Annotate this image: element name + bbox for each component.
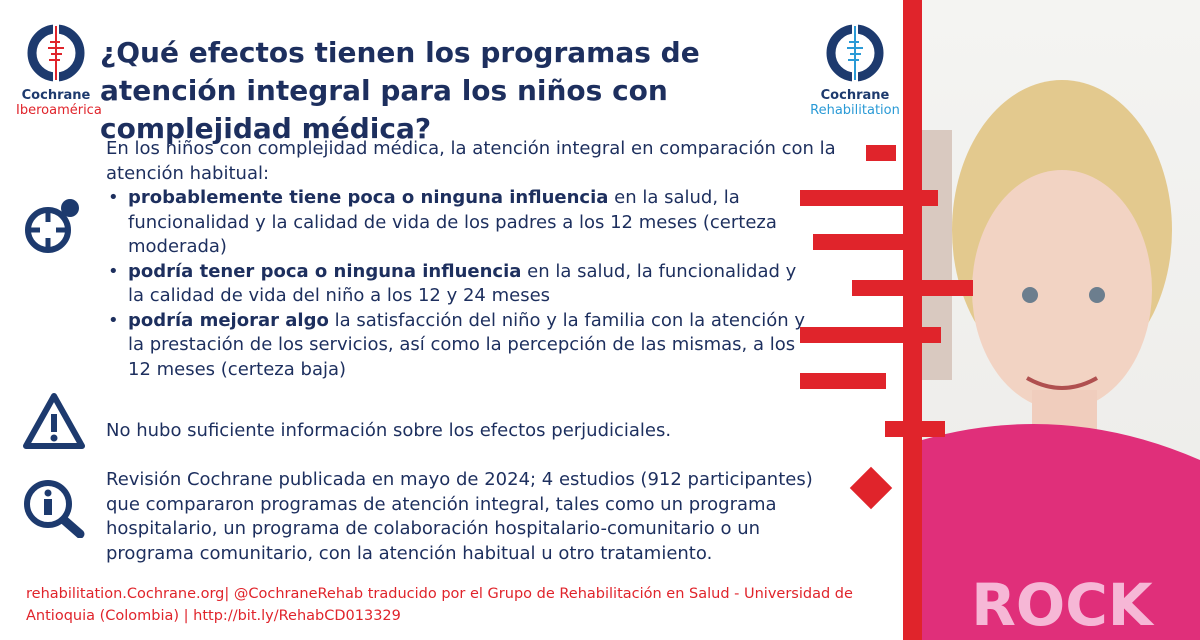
red-bar [866,145,896,161]
finding-text: en la salud, la funcionalidad y la calid… [128,260,797,307]
finding-item: podría mejorar algo la satisfacción del … [106,309,806,383]
logo-subtext: Iberoamérica [16,103,102,118]
finding-bold: podría mejorar algo [128,309,329,331]
finding-text: la satisfacción del niño y la familia co… [128,309,806,380]
info-magnifier-icon [24,480,85,538]
footer-credits: rehabilitation.Cochrane.org| @CochraneRe… [26,586,853,624]
findings-list: probablemente tiene poca o ninguna influ… [106,186,856,382]
finding-item: podría tener poca o ninguna influencia e… [106,260,806,309]
logo-text: Cochrane [820,88,890,103]
warning-icon [23,393,85,449]
child-photo: ROCK [922,0,1200,640]
red-bar [800,190,938,206]
red-bar [852,280,973,296]
red-vertical-bar [903,0,922,640]
child-photo-image: ROCK [922,80,1200,640]
target-magnifier-icon [25,199,79,253]
finding-bold: podría tener poca o ninguna influencia [128,260,522,282]
shirt-text: ROCK [971,571,1155,639]
finding-text: en la salud, la funcionalidad y la calid… [128,187,777,257]
cochrane-rehabilitation-logo: Cochrane Rehabilitation [810,22,900,118]
red-bar [800,373,886,389]
review-info-text: Revisión Cochrane publicada en mayo de 2… [106,469,813,564]
finding-bold: probablemente tiene poca o ninguna influ… [128,187,609,208]
red-bar [813,234,922,250]
page-title: ¿Qué efectos tienen los programas de ate… [100,36,700,145]
finding-item: probablemente tiene poca o ninguna influ… [106,186,806,260]
red-bar [800,327,941,343]
harms-text: No hubo suficiente información sobre los… [106,420,672,441]
logo-subtext: Rehabilitation [810,103,900,118]
cochrane-iberoamerica-logo: Cochrane Iberoamérica [16,22,102,118]
red-diamond [849,466,893,510]
logo-text: Cochrane [21,88,91,103]
cochrane-logo-icon [826,22,884,84]
cochrane-logo-icon [27,22,85,84]
summary-section: En los niños con complejidad médica, la … [106,137,856,382]
red-bar [885,421,945,437]
intro-text: En los niños con complejidad médica, la … [106,138,836,184]
